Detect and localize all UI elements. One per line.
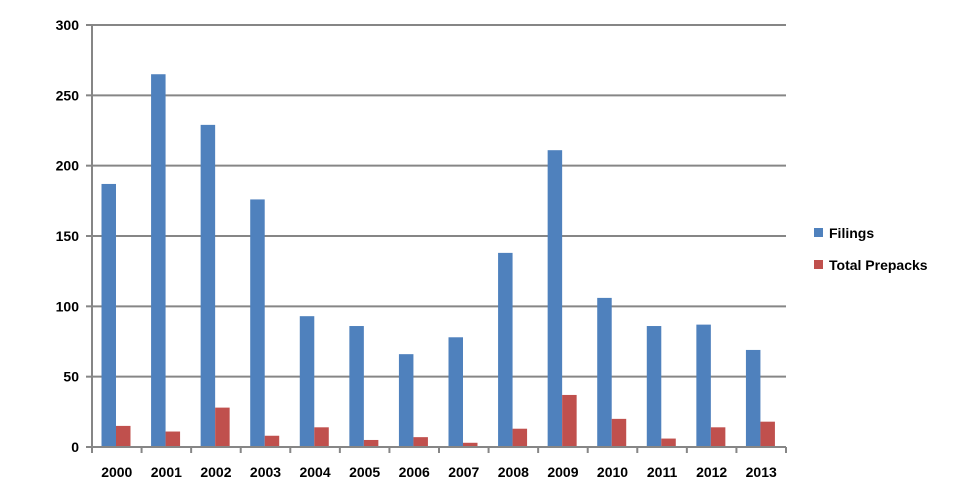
bar-total-prepacks-2011	[661, 438, 676, 447]
x-tick-label: 2005	[349, 464, 380, 480]
legend: Filings Total Prepacks	[814, 225, 928, 273]
x-tick-label: 2007	[448, 464, 479, 480]
y-tick-label: 50	[63, 369, 79, 385]
x-tick-label: 2012	[696, 464, 727, 480]
y-tick-label: 300	[56, 17, 80, 33]
x-tick-label: 2002	[200, 464, 231, 480]
y-tick-label: 150	[56, 228, 80, 244]
x-tick-label: 2001	[151, 464, 182, 480]
y-tick-label: 0	[71, 439, 79, 455]
bar-filings-2004	[299, 316, 315, 447]
y-tick-label: 200	[56, 158, 80, 174]
legend-swatch-filings	[814, 228, 823, 237]
x-tick-labels: 2000 2001 2002 2003 2004 2005 2006 2007 2008 2009…	[101, 464, 777, 480]
bars	[101, 74, 775, 447]
y-tick-label: 250	[56, 87, 80, 103]
legend-label-total-prepacks: Total Prepacks	[829, 257, 928, 273]
bar-filings-2008	[498, 252, 513, 447]
bar-total-prepacks-2007	[463, 442, 478, 447]
bar-filings-2003	[250, 199, 265, 447]
bar-total-prepacks-2006	[413, 437, 428, 447]
bar-total-prepacks-2000	[116, 425, 131, 447]
y-tick-labels: 0 50 100 150 200 250 300	[56, 17, 80, 455]
bar-filings-2006	[398, 354, 414, 447]
bar-total-prepacks-2003	[264, 435, 280, 447]
x-tick-label: 2009	[547, 464, 578, 480]
bar-filings-2011	[646, 326, 662, 447]
bar-filings-2005	[349, 326, 364, 447]
x-tick-label: 2013	[746, 464, 777, 480]
x-tick-label: 2003	[250, 464, 281, 480]
bar-filings-2007	[448, 337, 463, 447]
x-tick-label: 2011	[647, 464, 678, 480]
bar-total-prepacks-2004	[314, 427, 329, 447]
bar-total-prepacks-2005	[363, 439, 379, 447]
bar-filings-2010	[597, 297, 612, 447]
y-tick-label: 100	[56, 298, 80, 314]
legend-label-filings: Filings	[829, 225, 874, 241]
bar-filings-2002	[200, 124, 216, 447]
bar-total-prepacks-2013	[760, 421, 775, 447]
bar-total-prepacks-2012	[710, 427, 726, 447]
bar-total-prepacks-2001	[165, 431, 181, 447]
bar-filings-2001	[151, 74, 166, 447]
bar-total-prepacks-2002	[215, 407, 230, 447]
bar-total-prepacks-2010	[611, 418, 627, 447]
bar-filings-2009	[547, 150, 563, 447]
x-tick-label: 2010	[597, 464, 628, 480]
bar-filings-2012	[696, 324, 711, 447]
bar-total-prepacks-2008	[512, 428, 528, 447]
x-tick-label: 2000	[101, 464, 132, 480]
legend-swatch-total-prepacks	[814, 260, 823, 269]
bar-filings-2000	[101, 183, 116, 447]
gridlines	[92, 24, 786, 378]
bar-total-prepacks-2009	[562, 394, 577, 447]
x-tick-label: 2004	[299, 464, 330, 480]
bar-filings-2013	[745, 349, 761, 447]
axes	[86, 24, 787, 453]
x-tick-label: 2006	[399, 464, 430, 480]
x-tick-label: 2008	[498, 464, 529, 480]
